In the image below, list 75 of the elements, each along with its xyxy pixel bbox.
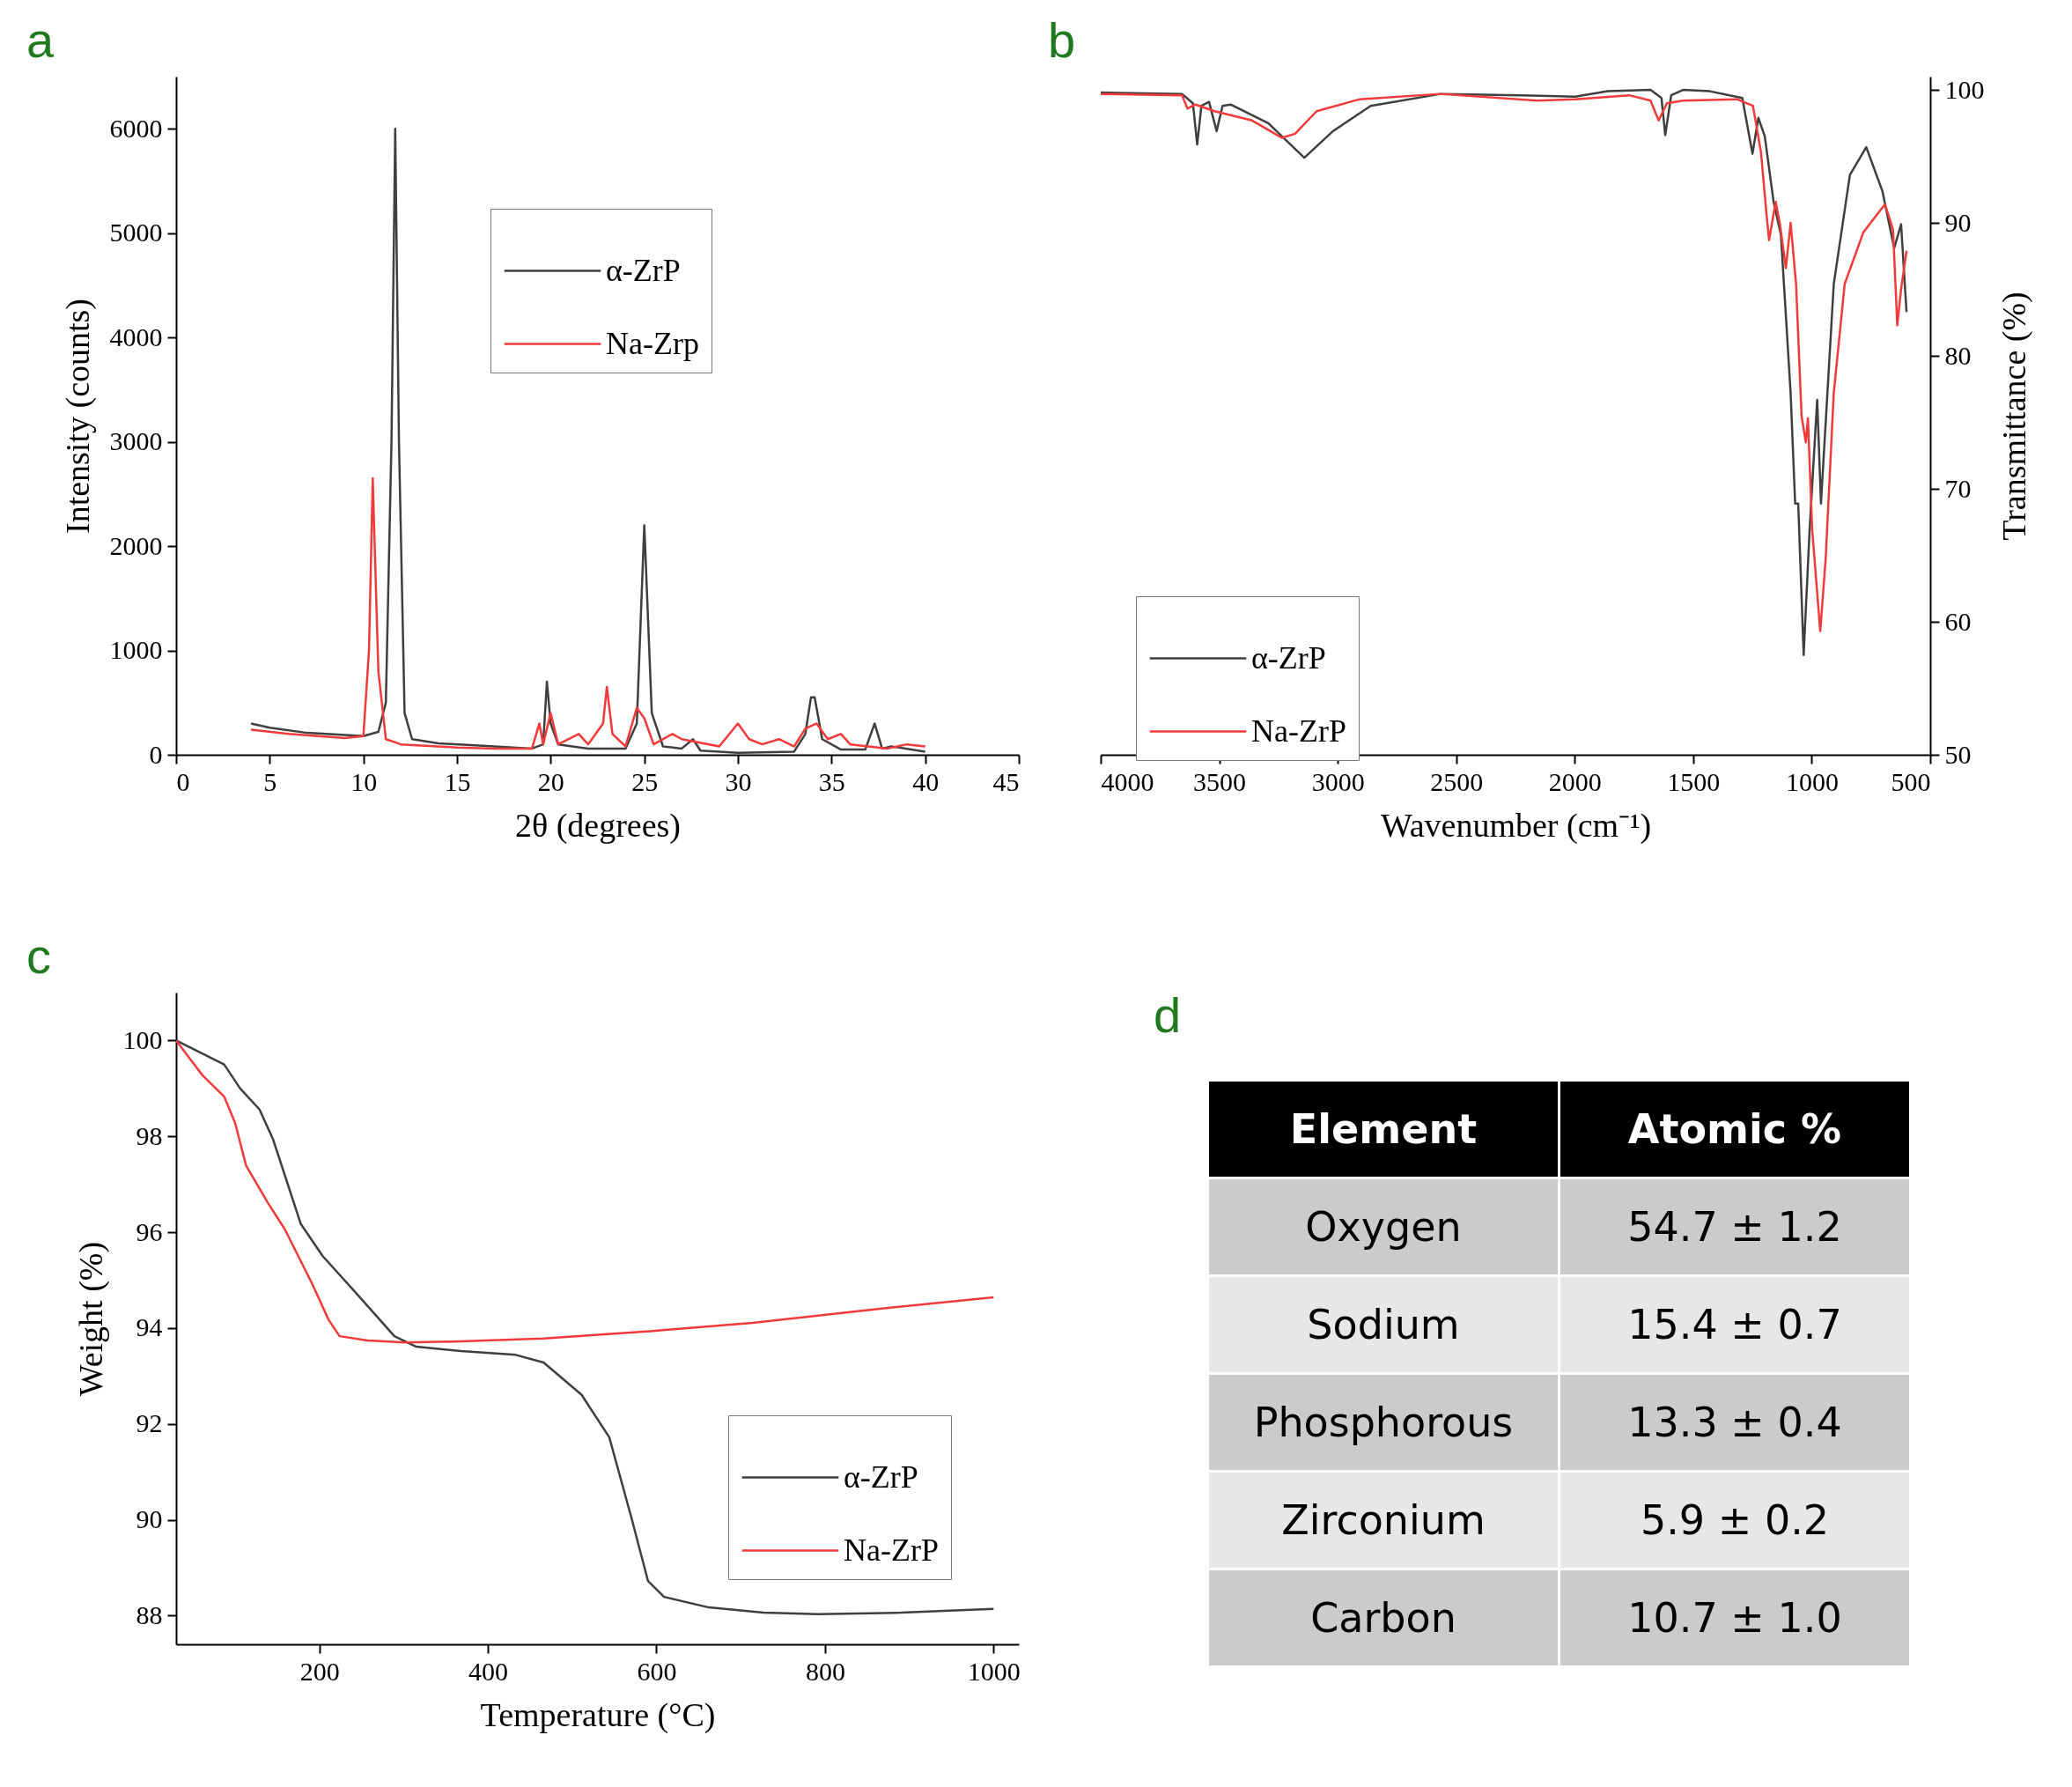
x-tick-label: 200 — [299, 1656, 340, 1686]
line-series — [249, 127, 926, 754]
text: Sodium — [1207, 1275, 1560, 1374]
line-series — [176, 1039, 995, 1344]
y-tick-label: 90 — [136, 1504, 163, 1534]
x-tick-label: 1000 — [967, 1656, 1021, 1686]
x-tick-label: 35 — [818, 766, 845, 796]
x-tick-label: 2500 — [1430, 766, 1484, 796]
x-tick-label: 10 — [350, 766, 378, 796]
x-tick-label: 4000 — [1101, 766, 1154, 796]
y-tick-label: 98 — [136, 1120, 163, 1150]
x-tick-label: 500 — [1891, 766, 1931, 796]
y-tick-label: 88 — [136, 1599, 163, 1629]
y-tick-label: 94 — [136, 1312, 163, 1342]
y-tick-label: 3000 — [109, 426, 163, 456]
text: Zirconium — [1207, 1471, 1560, 1569]
text: 5.9 ± 0.2 — [1559, 1471, 1911, 1569]
chart-title: b — [1048, 12, 1076, 68]
x-tick-label: 400 — [468, 1656, 509, 1686]
legend-label: α-ZrP — [844, 1458, 918, 1495]
y-tick-label: 92 — [136, 1408, 163, 1438]
y-axis-title: Intensity (counts) — [58, 298, 97, 535]
x-axis-title: Wavenumber (cm⁻¹) — [1380, 806, 1652, 845]
x-tick-label: 25 — [631, 766, 659, 796]
y-tick-label: 4000 — [109, 321, 163, 351]
y-tick-label: 100 — [1944, 74, 1985, 104]
text: 15.4 ± 0.7 — [1559, 1275, 1911, 1374]
text: 10.7 ± 1.0 — [1559, 1569, 1911, 1667]
y-tick-label: 96 — [136, 1216, 163, 1246]
y-tick-label: 2000 — [109, 530, 163, 560]
line-series — [249, 476, 926, 750]
x-tick-label: 600 — [637, 1656, 677, 1686]
text: Atomic % — [1559, 1080, 1911, 1178]
chart-title: c — [26, 928, 51, 984]
legend-label: α-ZrP — [1251, 639, 1326, 676]
x-tick-label: 2000 — [1548, 766, 1602, 796]
x-tick-label: 20 — [537, 766, 564, 796]
y-axis-title: Transmittance (%) — [1995, 292, 2033, 541]
x-tick-label: 800 — [805, 1656, 845, 1686]
x-tick-label: 3500 — [1193, 766, 1247, 796]
y-tick-label: 90 — [1944, 207, 1972, 237]
line-series — [176, 1039, 995, 1615]
y-tick-label: 6000 — [109, 113, 163, 143]
text: Phosphorous — [1207, 1373, 1560, 1472]
x-tick-label: 5 — [263, 766, 277, 796]
x-tick-label: 0 — [176, 766, 190, 796]
x-tick-label: 30 — [725, 766, 752, 796]
legend-label: Na-Zrp — [606, 325, 699, 361]
text: Carbon — [1207, 1569, 1560, 1667]
x-tick-label: 1000 — [1785, 766, 1839, 796]
text: Oxygen — [1207, 1178, 1560, 1276]
y-tick-label: 5000 — [109, 218, 163, 247]
y-tick-label: 80 — [1944, 340, 1972, 370]
chart-title: a — [26, 12, 55, 68]
x-axis-title: 2θ (degrees) — [514, 806, 682, 845]
x-tick-label: 45 — [992, 766, 1020, 796]
text: d — [1154, 986, 1183, 1044]
y-axis-title: Weight (%) — [71, 1241, 110, 1397]
y-tick-label: 1000 — [109, 635, 163, 665]
x-axis-title: Temperature (°C) — [480, 1695, 716, 1734]
y-tick-label: 70 — [1944, 473, 1972, 503]
x-tick-label: 15 — [444, 766, 471, 796]
x-tick-label: 40 — [912, 766, 940, 796]
y-tick-label: 60 — [1944, 606, 1972, 636]
legend-label: Na-ZrP — [844, 1532, 939, 1568]
y-tick-label: 100 — [122, 1024, 163, 1054]
y-tick-label: 50 — [1944, 739, 1972, 769]
x-tick-label: 1500 — [1667, 766, 1721, 796]
legend-label: Na-ZrP — [1251, 713, 1346, 749]
text: 13.3 ± 0.4 — [1559, 1373, 1911, 1472]
text: Element — [1207, 1080, 1560, 1178]
text: 54.7 ± 1.2 — [1559, 1178, 1911, 1276]
x-tick-label: 3000 — [1311, 766, 1365, 796]
legend-label: α-ZrP — [606, 252, 681, 288]
y-tick-label: 0 — [149, 739, 163, 769]
